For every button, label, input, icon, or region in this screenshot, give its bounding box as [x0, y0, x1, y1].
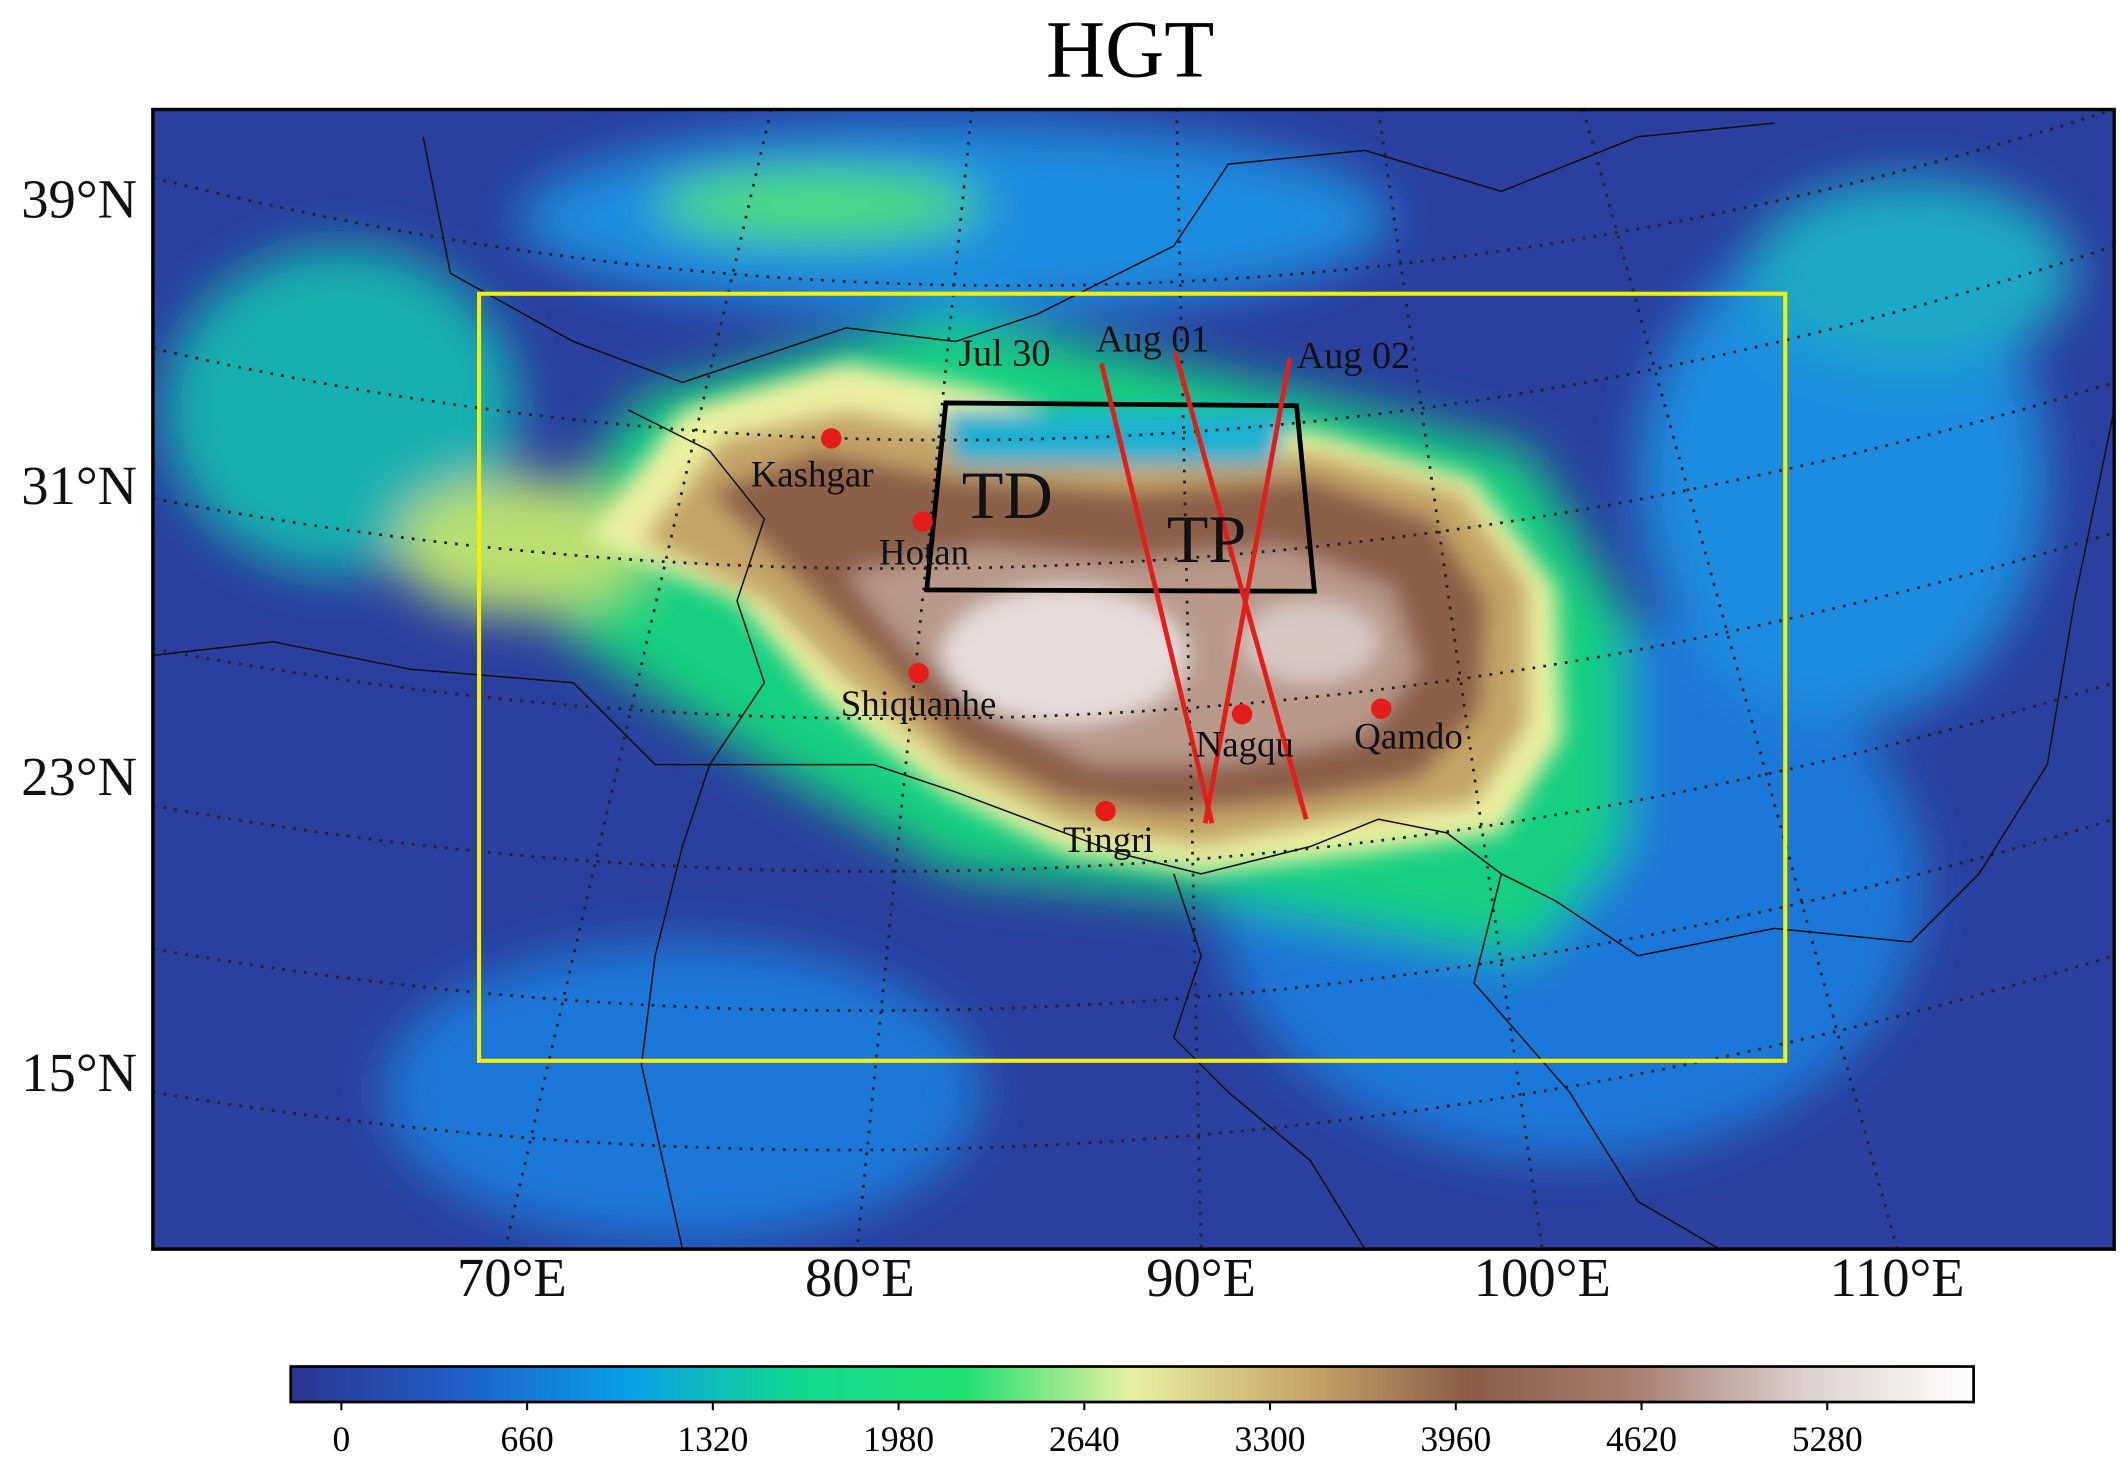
track-label: Jul 30 — [958, 332, 1050, 374]
td-box — [924, 400, 1317, 594]
lat-label: 23°N — [21, 746, 137, 807]
lat-label: 39°N — [21, 169, 137, 230]
colorbar-tick-label: 4620 — [1606, 1419, 1677, 1459]
colorbar-tick-label: 0 — [333, 1419, 351, 1459]
colorbar-tick-label: 1320 — [677, 1419, 748, 1459]
station-marker — [1371, 698, 1392, 719]
colorbar-tick-label: 660 — [501, 1419, 554, 1459]
track-line — [1099, 362, 1215, 824]
domain-box — [477, 291, 1788, 1063]
region-label: TP — [1167, 501, 1247, 577]
track-label: Aug 01 — [1096, 319, 1210, 361]
colorbar — [289, 1365, 1975, 1404]
station-label: Qamdo — [1354, 716, 1462, 757]
colorbar-tick-label: 3960 — [1420, 1419, 1491, 1459]
country-borders — [152, 122, 2115, 1250]
map-frame — [151, 107, 2116, 1251]
lon-label: 110°E — [1830, 1247, 1965, 1308]
axis-labels: 39°N 31°N 23°N 15°N 70°E 80°E 90°E 100°E 110°E — [21, 169, 1964, 1308]
lon-label: 90°E — [1146, 1247, 1256, 1308]
track-line — [1172, 351, 1309, 820]
elevation-map — [152, 109, 2115, 1250]
lat-label: 31°N — [21, 455, 137, 516]
station-label: Tingri — [1063, 819, 1154, 860]
station-label: Shiquanhe — [841, 683, 997, 724]
title: HGT — [1046, 3, 1214, 94]
station-marker — [908, 662, 929, 684]
station-marker — [1231, 703, 1253, 725]
colorbar-ticks: 0 660 1320 1980 2640 3300 3960 4620 5280 — [333, 1402, 1863, 1459]
region-label: TD — [962, 457, 1053, 533]
colorbar-tick-label: 5280 — [1792, 1419, 1863, 1459]
station-label: Kashgar — [751, 453, 874, 494]
colorbar-tick-label: 3300 — [1235, 1419, 1306, 1459]
grid-lines — [152, 109, 2115, 1250]
lon-label: 100°E — [1474, 1247, 1611, 1308]
lat-label: 15°N — [21, 1042, 137, 1103]
station-marker — [1095, 800, 1116, 822]
colorbar-tick-label: 2640 — [1049, 1419, 1120, 1459]
lon-label: 70°E — [457, 1247, 567, 1308]
lon-label: 80°E — [805, 1247, 915, 1308]
track-label: Aug 02 — [1297, 335, 1411, 377]
station-label: Nagqu — [1196, 724, 1294, 765]
track-line — [1202, 357, 1293, 824]
colorbar-tick-label: 1980 — [863, 1419, 934, 1459]
station-label: Hotan — [879, 531, 969, 572]
station-marker — [912, 511, 933, 532]
station-marker — [820, 428, 842, 449]
tracks — [1099, 351, 1309, 824]
